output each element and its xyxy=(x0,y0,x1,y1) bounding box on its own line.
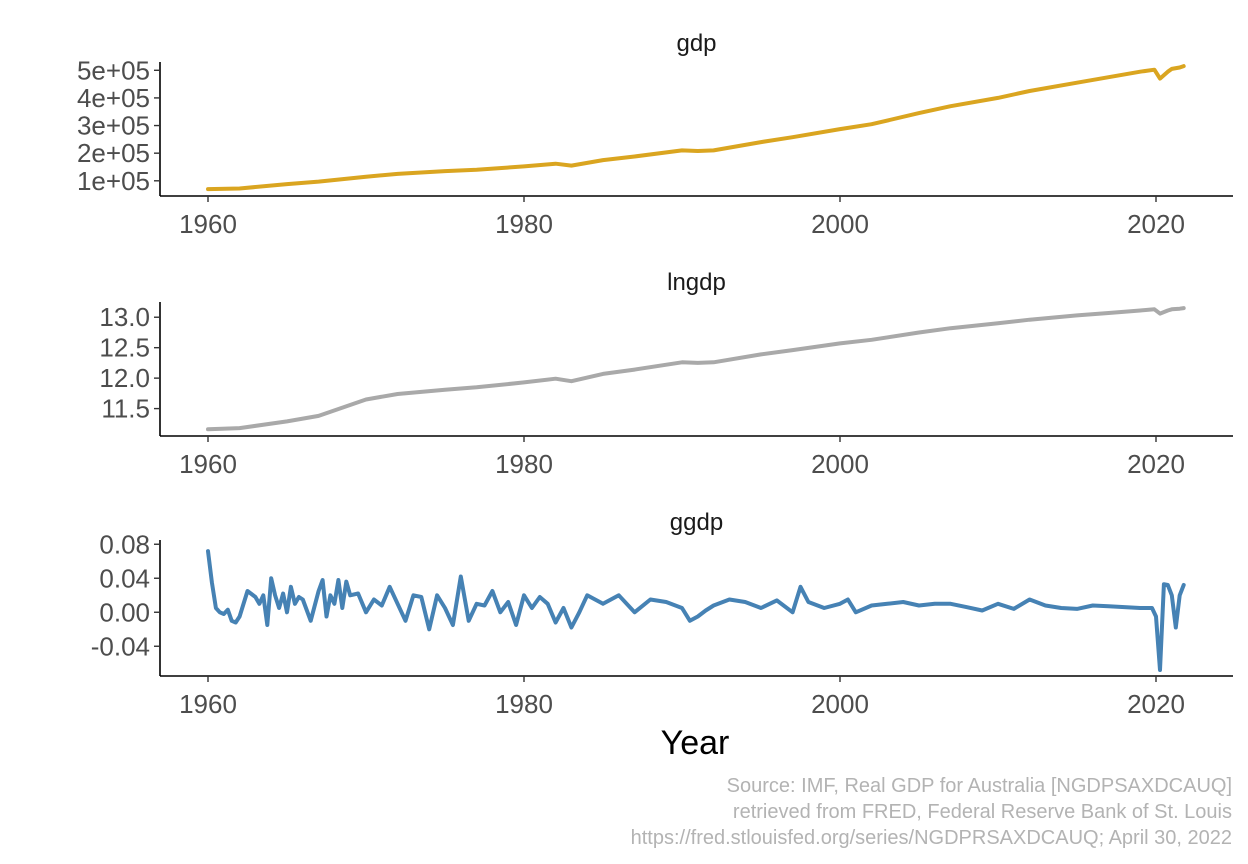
x-tick-label: 2000 xyxy=(811,449,869,479)
x-tick-label: 1960 xyxy=(179,689,237,719)
series-line-lngdp xyxy=(206,306,1186,432)
x-tick-label: 2020 xyxy=(1127,689,1185,719)
x-tick-label: 2000 xyxy=(811,209,869,239)
x-tick-label: 1980 xyxy=(495,449,553,479)
y-tick-label: 0.00 xyxy=(99,597,150,627)
x-axis-title: Year xyxy=(661,724,730,762)
x-tick-label: 2000 xyxy=(811,689,869,719)
y-tick-label: 4e+05 xyxy=(77,83,150,113)
y-tick-label: 12.5 xyxy=(99,333,150,363)
y-tick-label: 5e+05 xyxy=(77,55,150,85)
facet-title: ggdp xyxy=(670,509,723,536)
y-tick-label: 3e+05 xyxy=(77,111,150,141)
caption-line: Source: IMF, Real GDP for Australia [NGD… xyxy=(727,775,1232,797)
facet-title: gdp xyxy=(676,30,716,57)
y-tick-label: 11.5 xyxy=(101,394,150,424)
x-tick-label: 2020 xyxy=(1127,209,1185,239)
x-tick-label: 2020 xyxy=(1127,449,1185,479)
y-tick-label: 1e+05 xyxy=(77,166,150,196)
y-tick-label: 12.0 xyxy=(99,363,150,393)
x-tick-label: 1980 xyxy=(495,689,553,719)
y-tick-label: 0.08 xyxy=(99,529,150,559)
caption-line: https://fred.stlouisfed.org/series/NGDPR… xyxy=(631,827,1232,849)
series-line-ggdp xyxy=(206,549,1186,672)
facet-title: lngdp xyxy=(667,269,726,296)
x-tick-label: 1980 xyxy=(495,209,553,239)
x-tick-label: 1960 xyxy=(179,449,237,479)
y-tick-label: -0.04 xyxy=(91,631,150,661)
y-tick-label: 0.04 xyxy=(99,563,150,593)
facet-panel-lngdp: lngdp 11.512.012.513.0 1960 1980 2000 2020 xyxy=(99,269,1233,479)
caption-line: retrieved from FRED, Federal Reserve Ban… xyxy=(733,801,1232,823)
y-tick-label: 13.0 xyxy=(99,302,150,332)
source-caption: Source: IMF, Real GDP for Australia [NGD… xyxy=(631,775,1232,849)
y-tick-label: 2e+05 xyxy=(77,138,150,168)
facet-panel-ggdp: ggdp -0.04 0.00 0.04 0.08 1960 1980 2000 2020 xyxy=(91,509,1233,719)
series-line-gdp xyxy=(206,64,1186,192)
x-tick-label: 1960 xyxy=(179,209,237,239)
